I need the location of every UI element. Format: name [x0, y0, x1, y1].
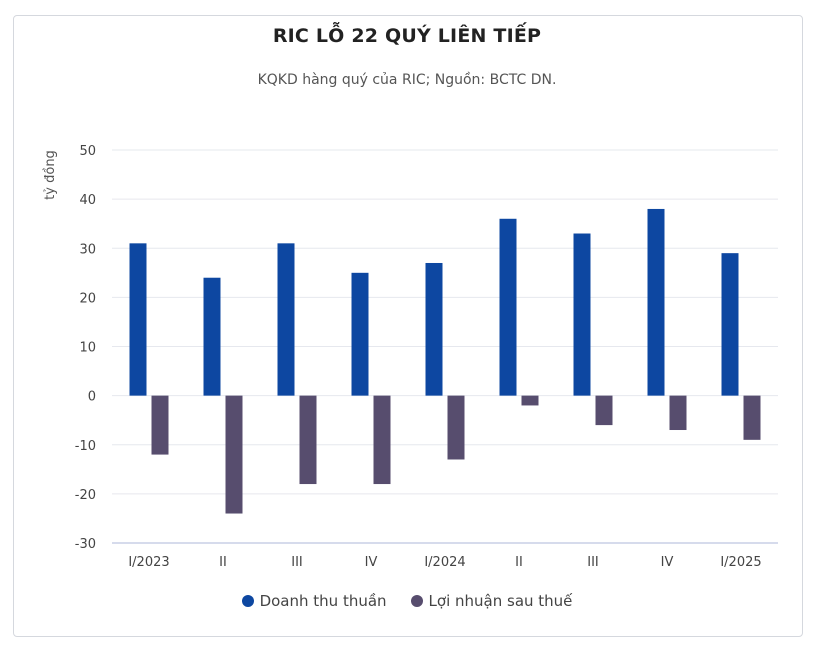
x-axis-ticks: I/2023 II III IV I/2024 II III IV I/2025	[128, 555, 761, 570]
y-tick-label: 40	[79, 193, 96, 208]
y-tick-label: -20	[75, 488, 96, 503]
bar-profit	[447, 395, 465, 460]
chart-subtitle: KQKD hàng quý của RIC; Nguồn: BCTC DN.	[257, 72, 557, 88]
legend-item-profit[interactable]: Lợi nhuận sau thuế	[410, 592, 573, 610]
y-axis-ticks: 50 40 30 20 10 0 -10 -20 -30	[75, 144, 96, 552]
bar-profit	[521, 395, 539, 406]
legend-label: Lợi nhuận sau thuế	[428, 592, 573, 610]
bar-profit	[225, 395, 243, 514]
legend-swatch	[410, 595, 423, 607]
bar-profit	[373, 395, 391, 485]
y-tick-label: 30	[79, 242, 96, 257]
y-tick-label: -30	[75, 537, 96, 552]
legend-label: Doanh thu thuần	[259, 592, 387, 610]
y-tick-label: 10	[79, 341, 96, 356]
bar-revenue	[203, 277, 221, 396]
gridlines	[112, 149, 778, 544]
bar-revenue	[351, 272, 369, 396]
x-tick-label: I/2024	[424, 555, 465, 570]
bar-revenue	[499, 218, 517, 396]
x-tick-label: III	[587, 555, 599, 570]
bar-profit	[299, 395, 317, 485]
bar-profit	[669, 395, 687, 431]
bar-profit	[743, 395, 761, 440]
bar-profit	[151, 395, 169, 455]
legend-swatch	[241, 595, 254, 607]
bar-revenue	[129, 243, 147, 396]
y-tick-label: 50	[79, 144, 96, 159]
bars	[129, 208, 761, 514]
bar-revenue	[573, 233, 591, 396]
y-tick-label: 20	[79, 291, 96, 306]
y-tick-label: -10	[75, 439, 96, 454]
legend-item-revenue[interactable]: Doanh thu thuần	[241, 592, 387, 610]
y-axis-label: tỷ đồng	[43, 150, 58, 200]
x-tick-label: I/2025	[720, 555, 761, 570]
chart-title: RIC LỖ 22 QUÝ LIÊN TIẾP	[272, 25, 542, 47]
bar-revenue	[277, 243, 295, 396]
bar-revenue	[647, 208, 665, 396]
y-tick-label: 0	[88, 390, 96, 405]
bar-revenue	[425, 262, 443, 396]
bar-revenue	[721, 253, 739, 396]
x-tick-label: IV	[365, 555, 378, 570]
x-tick-label: IV	[661, 555, 674, 570]
x-tick-label: II	[219, 555, 227, 570]
x-tick-label: III	[291, 555, 303, 570]
x-tick-label: I/2023	[128, 555, 169, 570]
legend: Doanh thu thuần Lợi nhuận sau thuế	[0, 592, 814, 610]
x-tick-label: II	[515, 555, 523, 570]
bar-profit	[595, 395, 613, 426]
